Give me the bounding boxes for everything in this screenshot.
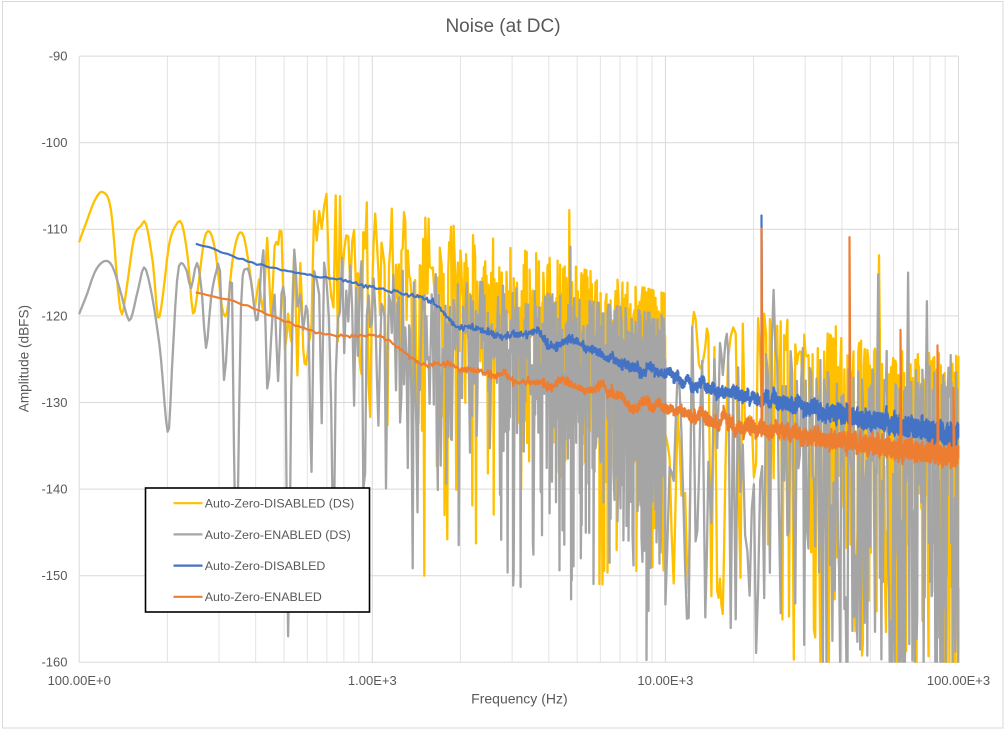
svg-text:Frequency (Hz): Frequency (Hz) xyxy=(471,691,567,707)
svg-text:Auto-Zero-ENABLED (DS): Auto-Zero-ENABLED (DS) xyxy=(205,528,351,542)
svg-text:-130: -130 xyxy=(41,395,67,410)
svg-text:-110: -110 xyxy=(42,222,67,237)
svg-text:-100: -100 xyxy=(41,135,67,150)
svg-text:1.00E+3: 1.00E+3 xyxy=(348,673,397,688)
svg-text:Auto-Zero-DISABLED (DS): Auto-Zero-DISABLED (DS) xyxy=(205,497,354,511)
svg-text:-150: -150 xyxy=(41,568,67,583)
svg-text:Noise (at DC): Noise (at DC) xyxy=(445,16,560,37)
svg-text:Auto-Zero-ENABLED: Auto-Zero-ENABLED xyxy=(205,590,322,604)
svg-text:-160: -160 xyxy=(41,655,67,670)
svg-text:100.00E+0: 100.00E+0 xyxy=(48,673,111,688)
svg-text:10.00E+3: 10.00E+3 xyxy=(637,673,693,688)
svg-text:-120: -120 xyxy=(41,308,67,323)
svg-text:-140: -140 xyxy=(41,482,67,497)
svg-text:100.00E+3: 100.00E+3 xyxy=(927,673,990,688)
svg-text:Amplitude (dBFS): Amplitude (dBFS) xyxy=(17,305,32,412)
svg-text:Auto-Zero-DISABLED: Auto-Zero-DISABLED xyxy=(205,559,326,573)
svg-text:-90: -90 xyxy=(49,49,68,64)
